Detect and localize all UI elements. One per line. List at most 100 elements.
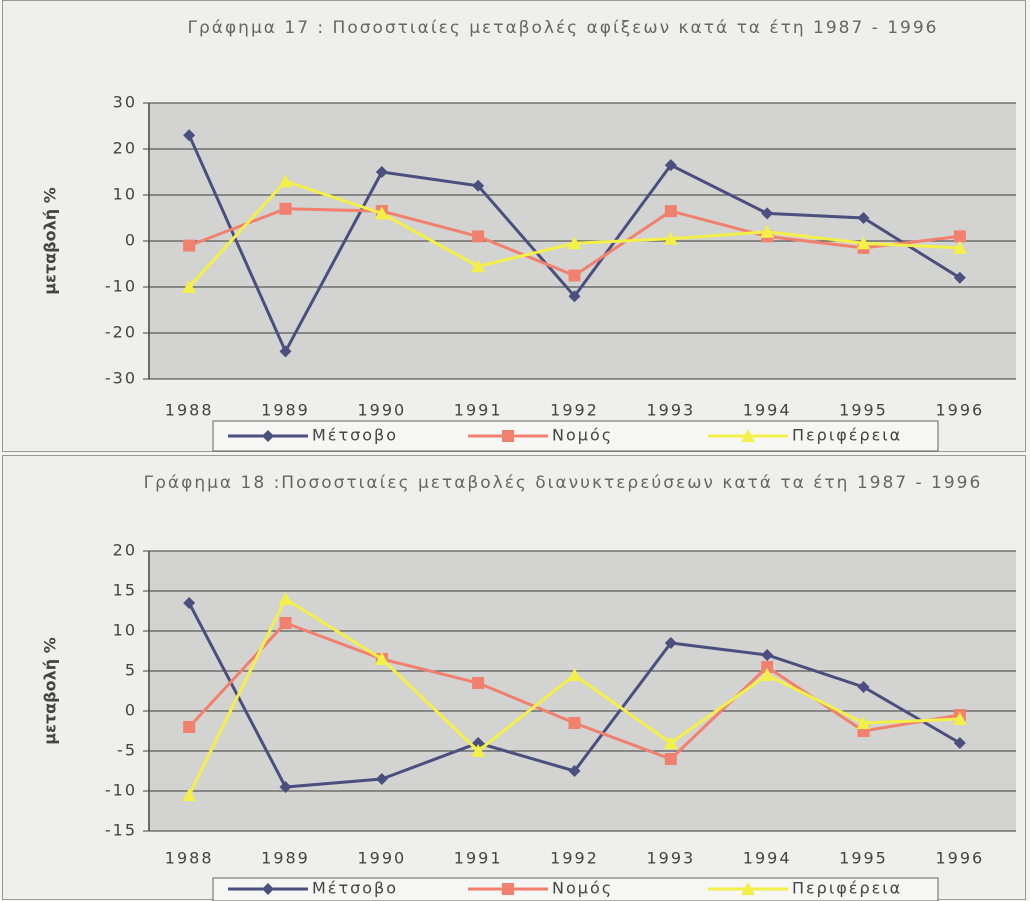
marker [568, 269, 581, 282]
chart: -15 -10 -5 0 5 10 15 20 μεταβολή % 1988 1989 1990 19… [41, 541, 1016, 901]
marker [182, 280, 197, 293]
marker [183, 721, 196, 733]
y-tick-label: -10 [105, 781, 137, 800]
marker [374, 206, 389, 220]
y-tick-label: 0 [125, 231, 137, 250]
legend-label: Μέτσοβο [312, 426, 398, 445]
marker [279, 345, 292, 358]
chart-title: Γράφημα 18 :Ποσοστιαίες μεταβολές διανυκ… [143, 473, 983, 493]
marker [472, 737, 485, 749]
marker [183, 129, 196, 142]
legend-box [212, 877, 939, 901]
x-tick-label: 1995 [839, 849, 888, 868]
marker [856, 236, 871, 250]
legend-label: Νομός [552, 426, 613, 445]
marker [471, 259, 486, 273]
x-tick-label: 1993 [646, 401, 695, 420]
marker [664, 637, 677, 649]
marker [183, 239, 196, 252]
y-tick-label: -5 [117, 741, 137, 760]
marker [183, 597, 196, 609]
y-tick-label: 20 [113, 541, 137, 560]
marker [279, 781, 292, 793]
marker [472, 179, 485, 192]
marker [567, 668, 582, 681]
marker [568, 717, 581, 729]
marker [279, 617, 292, 629]
x-tick-label: 1992 [550, 849, 599, 868]
legend-label: Νομός [552, 879, 613, 898]
y-axis-label: μεταβολή % [41, 187, 60, 294]
marker [278, 174, 293, 188]
marker [761, 207, 774, 220]
marker [568, 765, 581, 777]
marker [262, 883, 274, 895]
y-tick-label: 10 [113, 185, 137, 204]
marker [375, 773, 388, 785]
legend-box [212, 420, 939, 452]
marker [857, 212, 870, 224]
marker [375, 166, 388, 178]
y-tick-label: 5 [125, 661, 137, 680]
marker [471, 744, 486, 757]
marker [568, 290, 581, 303]
x-tick-label: 1990 [357, 401, 406, 420]
x-tick-label: 1995 [839, 401, 888, 420]
x-tick-label: 1988 [165, 849, 214, 868]
legend-label: Μέτσοβο [312, 879, 398, 898]
marker [664, 159, 677, 172]
chart-panel: Γράφημα 17 : Ποσοστιαίες μεταβολές αφίξε… [2, 0, 1026, 452]
plot-area [149, 551, 1016, 831]
marker [567, 236, 582, 250]
y-tick-label: -15 [105, 821, 137, 840]
marker [279, 202, 292, 215]
x-tick-label: 1990 [357, 849, 406, 868]
marker [502, 430, 514, 442]
x-tick-label: 1994 [743, 849, 792, 868]
chart-panel: Γράφημα 18 :Ποσοστιαίες μεταβολές διανυκ… [2, 455, 1026, 901]
marker [182, 788, 197, 801]
marker [761, 661, 774, 673]
y-tick-label: 0 [125, 701, 137, 720]
x-tick-label: 1991 [454, 401, 503, 420]
y-tick-label: 10 [113, 621, 137, 640]
marker [262, 430, 274, 442]
legend-label: Περιφέρεια [792, 879, 902, 898]
marker [663, 736, 678, 749]
marker [664, 205, 677, 218]
y-tick-label: 20 [113, 139, 137, 158]
marker [953, 737, 966, 749]
marker [952, 712, 967, 725]
marker [472, 677, 485, 689]
y-tick-label: -30 [105, 369, 137, 388]
x-tick-label: 1988 [165, 401, 214, 420]
marker [953, 230, 966, 243]
x-tick-label: 1992 [550, 401, 599, 420]
marker [761, 649, 774, 661]
marker [952, 240, 967, 254]
y-tick-label: 30 [113, 93, 137, 112]
chart-title: Γράφημα 17 : Ποσοστιαίες μεταβολές αφίξε… [187, 18, 939, 38]
marker [741, 882, 755, 895]
marker [857, 681, 870, 693]
y-tick-label: -10 [105, 277, 137, 296]
marker [374, 652, 389, 665]
marker [741, 429, 755, 442]
x-tick-label: 1994 [743, 401, 792, 420]
marker [760, 224, 775, 238]
marker [278, 592, 293, 605]
marker [663, 231, 678, 245]
x-tick-label: 1989 [261, 401, 310, 420]
marker [856, 716, 871, 729]
x-tick-label: 1996 [935, 401, 984, 420]
x-tick-label: 1989 [261, 849, 310, 868]
marker [953, 271, 966, 284]
marker [664, 753, 677, 765]
marker [502, 883, 514, 895]
x-tick-label: 1993 [646, 849, 695, 868]
marker [472, 230, 485, 243]
x-tick-label: 1996 [935, 849, 984, 868]
y-tick-label: -20 [105, 323, 137, 342]
x-tick-label: 1991 [454, 849, 503, 868]
